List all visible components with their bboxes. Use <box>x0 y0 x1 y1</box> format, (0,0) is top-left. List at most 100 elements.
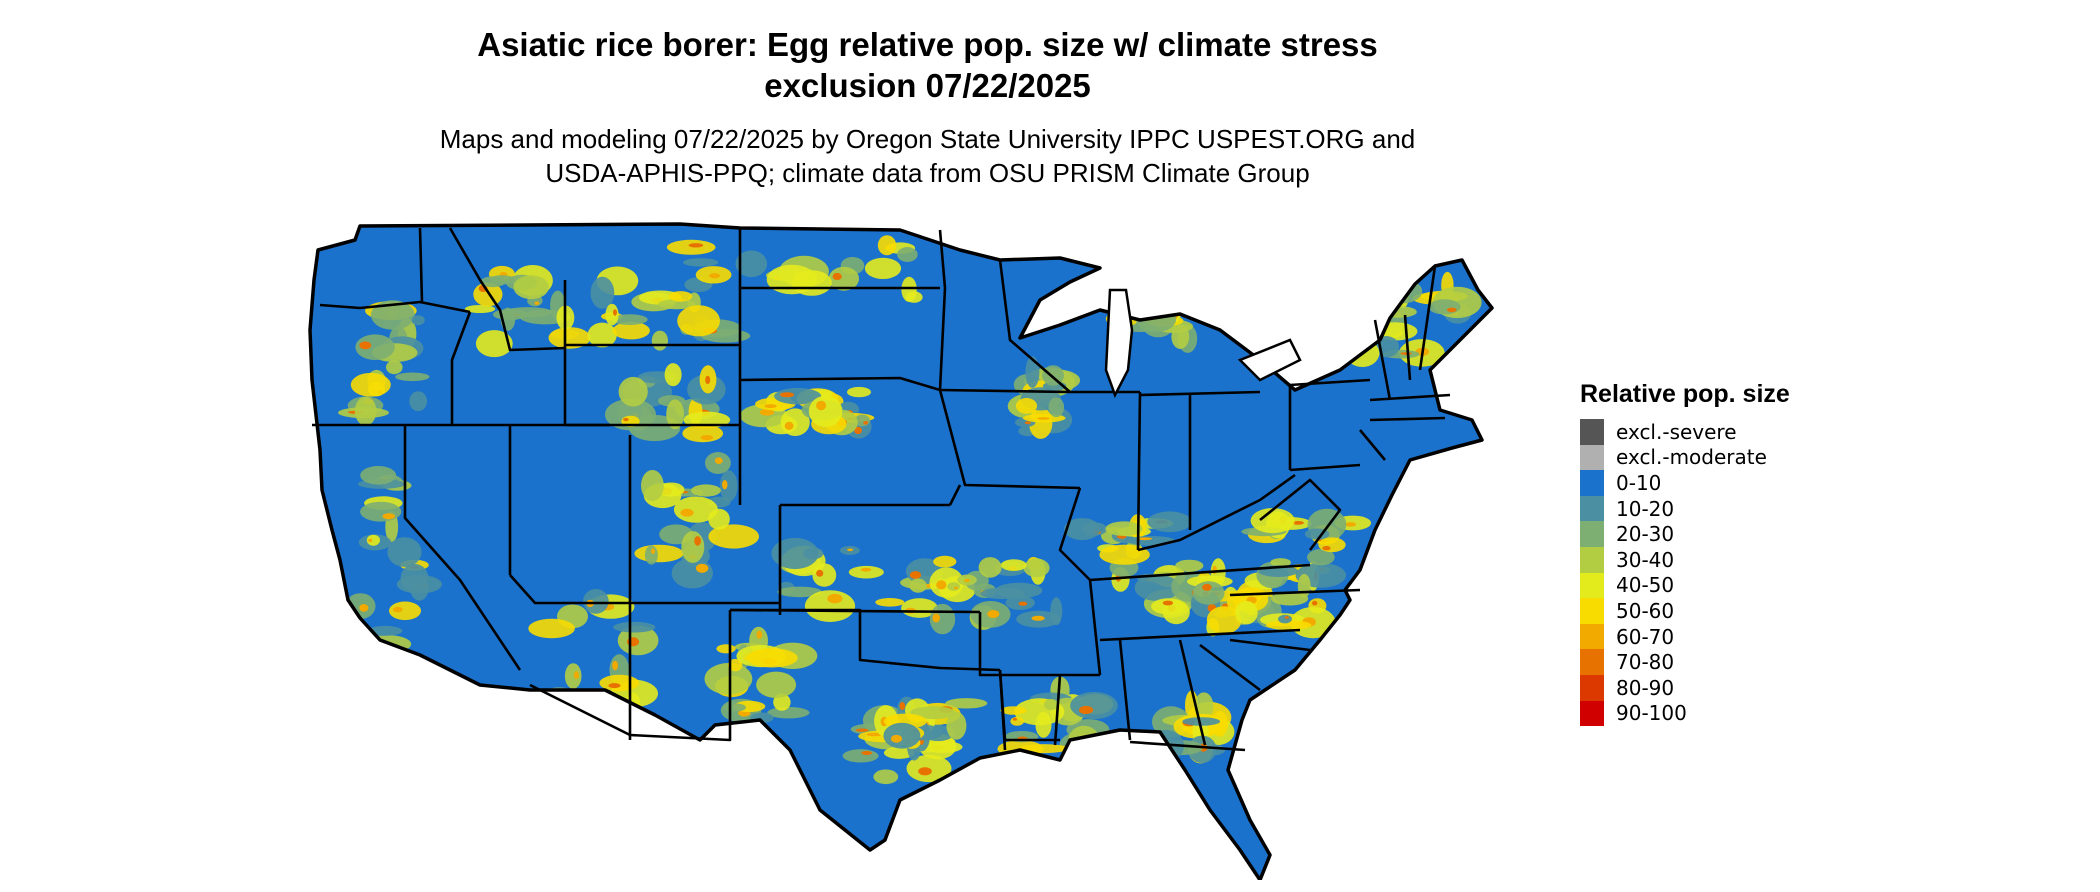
title-line-2: exclusion 07/22/2025 <box>764 67 1091 104</box>
border-mn-wi <box>998 259 1071 393</box>
suitability-patch <box>777 586 822 598</box>
suitability-patch <box>611 314 648 325</box>
suitability-patch <box>1278 614 1292 624</box>
suitability-patch <box>1099 274 1129 288</box>
border-wa-or <box>319 300 471 314</box>
suitability-hotspot <box>1447 307 1457 313</box>
us-national-border <box>308 222 1494 880</box>
border-dakotas-mn <box>938 229 947 391</box>
legend-label: 70-80 <box>1616 650 1675 675</box>
suitability-hotspot <box>1366 327 1376 331</box>
suitability-hotspot <box>694 536 701 546</box>
suitability-patch <box>828 266 859 291</box>
border-ms-al <box>1118 639 1132 741</box>
border-ut-az <box>509 574 630 605</box>
suitability-patch <box>528 618 575 639</box>
suitability-patch <box>1265 620 1312 630</box>
suitability-patch <box>808 395 843 428</box>
suitability-patch <box>804 590 856 622</box>
suitability-patch <box>666 239 716 255</box>
suitability-hotspot <box>1345 522 1357 527</box>
suitability-patch <box>1193 298 1209 317</box>
suitability-patch <box>409 391 428 412</box>
border-ny-nj <box>1359 429 1386 461</box>
legend-swatch <box>1580 521 1604 547</box>
suitability-patch <box>1023 558 1050 578</box>
suitability-hotspot <box>1312 328 1320 336</box>
suitability-patch <box>350 372 391 397</box>
suitability-patch <box>847 386 871 398</box>
suitability-patch <box>664 363 682 387</box>
border-ca-nv <box>403 425 522 671</box>
suitability-hotspot <box>1037 417 1050 420</box>
suitability-hotspot <box>759 408 775 416</box>
legend-swatch <box>1580 700 1604 727</box>
suitability-patch <box>716 644 736 654</box>
suitability-patch <box>1377 268 1407 293</box>
legend-swatch <box>1580 674 1604 701</box>
legend-swatch <box>1580 419 1604 445</box>
suitability-hotspot <box>932 613 940 623</box>
subtitle-line-2: USDA-APHIS-PPQ; climate data from OSU PR… <box>545 158 1310 188</box>
suitability-patch <box>1134 574 1180 601</box>
suitability-patch <box>1025 356 1040 388</box>
suitability-patch <box>1270 558 1291 567</box>
suitability-hotspot <box>714 457 723 464</box>
legend-swatch <box>1580 444 1604 471</box>
legend-item: 90-100 <box>1580 700 1790 727</box>
suitability-patch <box>681 531 705 563</box>
suitability-hotspot <box>1212 310 1221 317</box>
suitability-patch <box>1000 559 1027 571</box>
suitability-patch <box>1010 716 1024 726</box>
suitability-patch <box>1207 300 1237 321</box>
suitability-patch <box>1342 318 1375 327</box>
suitability-hotspot <box>359 341 372 350</box>
suitability-patch <box>1070 692 1118 720</box>
suitability-patch <box>1312 301 1326 323</box>
suitability-patch <box>1304 345 1339 361</box>
suitability-patch <box>719 470 738 502</box>
suitability-patch <box>400 563 429 592</box>
suitability-hotspot <box>1352 310 1358 316</box>
suitability-patch <box>666 399 684 430</box>
suitability-hotspot <box>1332 351 1341 359</box>
suitability-patch <box>657 482 685 497</box>
suitability-hotspot <box>709 273 720 279</box>
state-borders <box>312 227 1451 752</box>
border-sd-ne <box>739 376 941 392</box>
suitability-patch <box>767 707 810 719</box>
suitability-patch <box>691 484 721 497</box>
legend-item: excl.-severe <box>1580 419 1790 445</box>
legend: Relative pop. size excl.-severe excl.-mod… <box>1580 380 1790 727</box>
border-pa-ny <box>1289 378 1371 387</box>
suitability-hotspot <box>705 375 711 385</box>
suitability-patch <box>1301 311 1342 334</box>
suitability-hotspot <box>866 732 883 737</box>
legend-item: 10-20 <box>1580 495 1790 522</box>
border-mo-ok-ar <box>978 612 1100 677</box>
legend-item: excl.-moderate <box>1580 444 1790 471</box>
suitability-patch <box>848 565 884 579</box>
legend-swatch <box>1580 546 1604 573</box>
suitability-patch <box>583 588 609 614</box>
suitability-hotspot <box>847 548 854 552</box>
suitability-hotspot <box>591 701 596 707</box>
legend-label: 10-20 <box>1616 496 1675 521</box>
suitability-patch <box>677 305 720 337</box>
legend-item: 60-70 <box>1580 623 1790 650</box>
suitability-patch <box>1018 744 1069 754</box>
suitability-hotspot <box>827 593 843 604</box>
legend-item: 40-50 <box>1580 572 1790 599</box>
suitability-hotspot <box>1312 600 1318 606</box>
suitability-patch <box>355 334 395 360</box>
legend-label: 30-40 <box>1616 547 1675 572</box>
suitability-hotspot <box>899 702 906 710</box>
border-mn-ia <box>939 388 1071 394</box>
suitability-patch <box>395 372 430 382</box>
suitability-patch <box>1271 591 1309 606</box>
suitability-hotspot <box>1209 315 1215 320</box>
suitability-hotspot <box>382 513 395 520</box>
border-pa-md <box>1289 463 1361 472</box>
border-vt-nh <box>1403 314 1412 381</box>
border-or-id <box>450 311 472 425</box>
